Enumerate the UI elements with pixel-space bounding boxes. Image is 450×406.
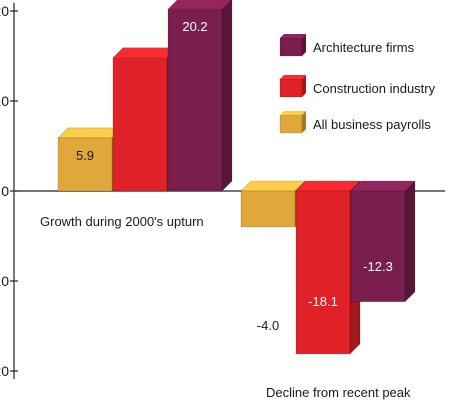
legend: Architecture firms Construction industry A… [279, 34, 436, 134]
legend-swatch-top [280, 111, 306, 115]
bar-top [240, 180, 306, 192]
legend-swatch [279, 37, 303, 57]
bar-value-label: -4.0 [257, 318, 279, 333]
legend-label: Construction industry [313, 81, 436, 96]
legend-swatch-side [302, 75, 306, 97]
bar-value-label: -12.3 [363, 259, 393, 274]
bar [112, 57, 168, 192]
legend-swatch-top [280, 34, 306, 38]
legend-label: Architecture firms [313, 40, 415, 55]
bar-side [404, 180, 416, 303]
bar-value-label: 20.2 [182, 19, 207, 34]
bar-top [295, 180, 361, 192]
category-label: Growth during 2000's upturn [40, 214, 204, 229]
bar-top [350, 180, 416, 192]
bar [167, 8, 223, 192]
legend-label: All business payrolls [313, 117, 431, 132]
legend-swatch [279, 114, 303, 134]
bars [57, 0, 416, 355]
bar-value-label: 5.9 [76, 148, 94, 163]
bar-value-label: 14.8 [127, 207, 152, 222]
bar-side [221, 0, 233, 192]
y-tick-label: -10 [0, 273, 9, 289]
y-tick-label: 0 [1, 183, 9, 199]
y-tick-label: 10 [0, 93, 9, 109]
bar [295, 190, 351, 355]
bar [57, 137, 113, 192]
category-label: Decline from recent peak [266, 385, 411, 400]
legend-swatch [279, 78, 303, 98]
legend-swatch-side [302, 111, 306, 133]
bar-value-labels: 5.9 14.8 20.2 -4.0 -18.1 -12.3 [76, 19, 393, 333]
legend-swatch-top [280, 75, 306, 79]
y-tick-label: 20 [0, 3, 9, 19]
legend-swatch-side [302, 34, 306, 56]
y-tick-label: -20 [0, 363, 9, 379]
bar-top [57, 127, 123, 139]
bar [350, 190, 406, 302]
category-labels: Growth during 2000's upturn Decline from … [40, 214, 411, 400]
bar-top [167, 0, 232, 10]
bar-top [112, 47, 178, 59]
bar [240, 190, 296, 228]
bar-value-label: -18.1 [308, 294, 338, 309]
